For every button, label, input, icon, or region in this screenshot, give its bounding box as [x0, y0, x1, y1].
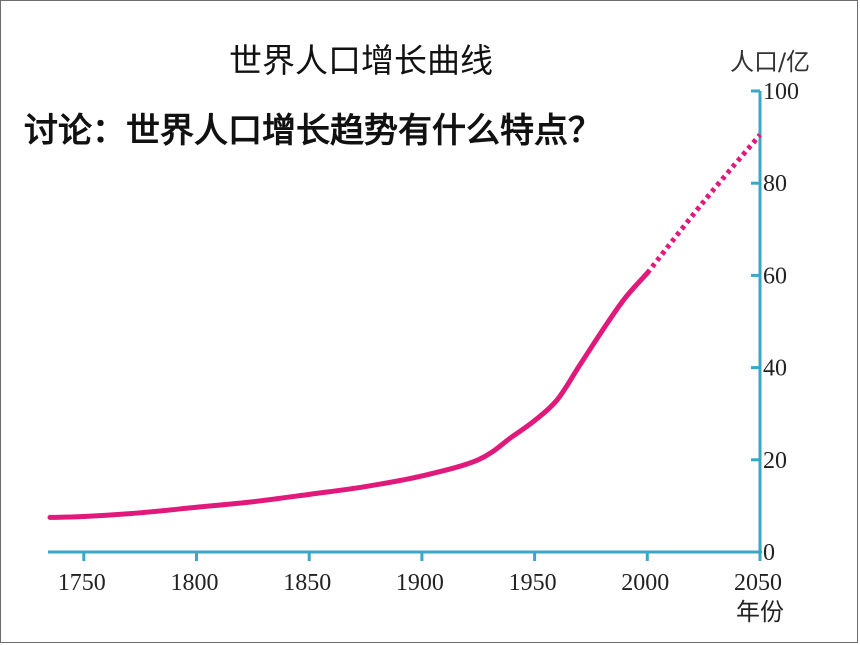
y-tick-label: 0 [763, 540, 775, 566]
y-tick-label: 100 [763, 79, 799, 105]
y-tick-label: 60 [763, 263, 787, 289]
x-tick-label: 1850 [283, 570, 331, 596]
x-tick-label: 1800 [171, 570, 219, 596]
tick-labels: 1750 1800 1850 1900 1950 2000 2050 0 20 40 60 80 100… [58, 48, 810, 626]
series-layer [47, 133, 762, 520]
x-axis-label: 年份 [736, 598, 784, 626]
x-tick-label: 1950 [509, 570, 557, 596]
y-tick-label: 80 [763, 171, 787, 197]
y-tick-label: 40 [763, 356, 787, 382]
y-tick-label: 20 [763, 448, 787, 474]
x-tick-label: 1750 [58, 570, 106, 596]
axes [48, 89, 762, 561]
x-tick-label: 2050 [734, 570, 782, 596]
discussion-question: 讨论：世界人口增长趋势有什么特点？ [24, 111, 602, 151]
x-tick-label: 2000 [621, 570, 669, 596]
chart-title: 世界人口增长曲线 [229, 41, 493, 80]
population-line [47, 270, 650, 520]
x-tick-label: 1900 [396, 570, 444, 596]
projection-line [645, 133, 762, 275]
y-axis-label: 人口/亿 [730, 48, 810, 76]
